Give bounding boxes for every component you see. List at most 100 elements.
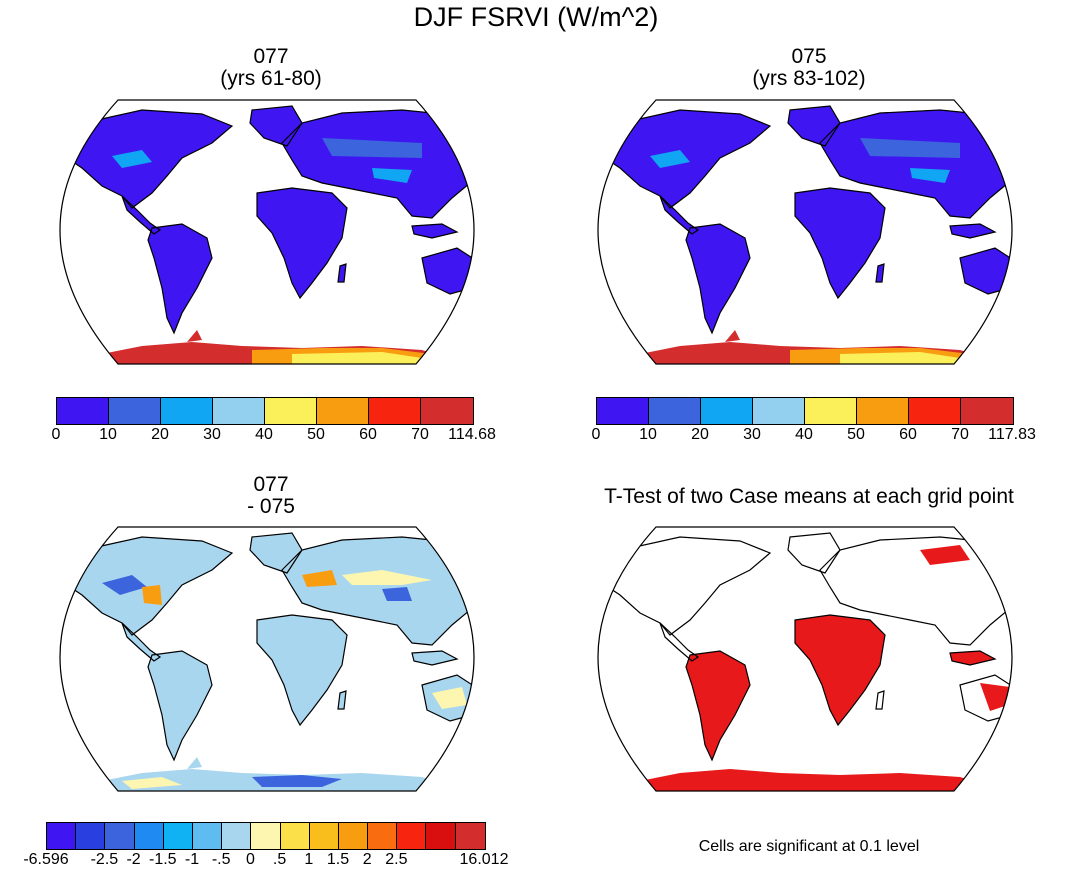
- significance-note: Cells are significant at 0.1 level: [698, 838, 920, 855]
- colorbar3-swatch: [280, 823, 310, 849]
- colorbar1-tick-label: 20: [151, 426, 169, 443]
- panel3-asia-negative: [382, 587, 412, 601]
- colorbar2-tick-label: 70: [951, 426, 969, 443]
- colorbar3-tick-label: 1: [304, 851, 314, 868]
- panel4-south-america-significant: [686, 651, 750, 760]
- colorbar1-tick-label: 0: [51, 426, 61, 443]
- panel1-tibet-highlight: [372, 168, 412, 183]
- colorbar2-tick-label: 10: [639, 426, 657, 443]
- colorbar2-tick-label: 30: [743, 426, 761, 443]
- panel1-na-highlight: [112, 150, 152, 168]
- panel1-map: [59, 99, 475, 365]
- panel2-map: [597, 99, 1013, 365]
- panel2-tibet-highlight: [910, 168, 950, 183]
- colorbar3-swatch: [222, 823, 252, 849]
- colorbar2-tick-label: 0: [591, 426, 601, 443]
- colorbar1-tick-label: 40: [255, 426, 273, 443]
- colorbar3-swatch: [163, 823, 193, 849]
- colorbar3-swatch: [134, 823, 164, 849]
- colorbar3-swatch: [251, 823, 281, 849]
- panel1-land-fill: [60, 106, 474, 333]
- panel3-antarctica-negative: [252, 775, 342, 787]
- colorbar1-tick-label: 10: [99, 426, 117, 443]
- colorbar3-tick-label: 16.012: [459, 851, 509, 868]
- colorbar2-swatch: [753, 398, 805, 424]
- colorbar3-tick-label: -2: [126, 851, 141, 868]
- panel3-map-border: [59, 526, 475, 792]
- colorbar1-tick-label: 50: [307, 426, 325, 443]
- colorbar1-swatch: [265, 398, 317, 424]
- colorbar3-tick-label: .5: [272, 851, 287, 868]
- panel1-title-line2: (yrs 61-80): [220, 67, 322, 90]
- panel1-title-line1: 077: [253, 45, 289, 68]
- panel2-title: 075 (yrs 83-102): [544, 46, 1072, 90]
- panel2-land-fill: [598, 106, 1012, 333]
- colorbar3-swatch: [338, 823, 369, 849]
- colorbar3-swatch: [426, 823, 456, 849]
- panel4-antarctica-significant: [630, 769, 980, 791]
- colorbar3-tick-label: 1.5: [326, 851, 350, 868]
- colorbar1: [56, 397, 474, 425]
- panel3-map: [59, 526, 475, 792]
- panel2-na-highlight: [650, 150, 690, 168]
- panel1-asia-band: [322, 138, 422, 158]
- colorbar2: [596, 397, 1014, 425]
- panel2-map-border: [597, 99, 1013, 365]
- panel4-asia-significant: [920, 545, 970, 565]
- panel4-map: [597, 526, 1013, 792]
- colorbar3-tick-label: 2.5: [385, 851, 408, 868]
- colorbar2-swatch: [857, 398, 909, 424]
- colorbar3-tick-label: 2: [362, 851, 372, 868]
- colorbar3-tick-label: 0: [245, 851, 255, 868]
- colorbar3-swatch: [309, 823, 339, 849]
- panel1-antarctica-plateau: [292, 352, 422, 364]
- panel3-australia-slight-positive: [432, 687, 467, 709]
- figure-title: DJF FSRVI (W/m^2): [413, 2, 659, 32]
- colorbar1-swatch: [421, 398, 473, 424]
- panel4-map-border: [597, 526, 1013, 792]
- colorbar1-swatch: [109, 398, 161, 424]
- panel3-asia-slight-positive: [342, 570, 432, 585]
- colorbar3: [46, 822, 486, 850]
- panel3-europe-positive: [302, 570, 337, 587]
- colorbar2-tick-label: 40: [795, 426, 813, 443]
- colorbar2-swatch: [961, 398, 1013, 424]
- colorbar3-swatch: [397, 823, 427, 849]
- colorbar1-tick-label: 30: [203, 426, 221, 443]
- colorbar1-swatch: [57, 398, 109, 424]
- colorbar3-tick-label: -1: [184, 851, 200, 868]
- panel3-na-positive: [142, 585, 162, 605]
- panel4-australia-significant: [980, 683, 1010, 711]
- panel3-antarctica-positive: [122, 777, 182, 789]
- colorbar3-swatch: [105, 823, 135, 849]
- colorbar1-swatch: [161, 398, 213, 424]
- colorbar2-tick-label: 117.83: [988, 426, 1036, 443]
- colorbar3-swatch: [76, 823, 106, 849]
- colorbar1-tick-label: 114.68: [448, 426, 496, 443]
- panel2-asia-band: [860, 138, 960, 158]
- colorbar3-tick-label: -1.5: [149, 851, 177, 868]
- panel4-africa-significant: [795, 615, 885, 725]
- panel1-map-border: [59, 99, 475, 365]
- colorbar3-swatch: [47, 823, 77, 849]
- panel2-title-line1: 075: [791, 45, 827, 68]
- panel3-title-line2: - 075: [247, 495, 295, 518]
- colorbar2-tick-label: 60: [899, 426, 917, 443]
- colorbar1-swatch: [369, 398, 421, 424]
- colorbar3-tick-label: -6.596: [23, 851, 69, 868]
- colorbar3-swatch: [368, 823, 398, 849]
- panel3-land-fill: [60, 533, 474, 760]
- colorbar2-swatch: [701, 398, 753, 424]
- colorbar3-tick-label: -.5: [211, 851, 231, 868]
- colorbar2-swatch: [909, 398, 961, 424]
- panel2-title-line2: (yrs 83-102): [752, 67, 866, 90]
- colorbar3-swatch: [455, 823, 485, 849]
- colorbar2-swatch: [805, 398, 857, 424]
- panel2-antarctica-plateau: [840, 352, 960, 364]
- colorbar1-tick-label: 70: [411, 426, 429, 443]
- colorbar2-swatch: [597, 398, 649, 424]
- colorbar1-swatch: [213, 398, 265, 424]
- panel1-title: 077 (yrs 61-80): [6, 46, 536, 90]
- colorbar2-tick-label: 50: [847, 426, 865, 443]
- colorbar2-tick-label: 20: [691, 426, 709, 443]
